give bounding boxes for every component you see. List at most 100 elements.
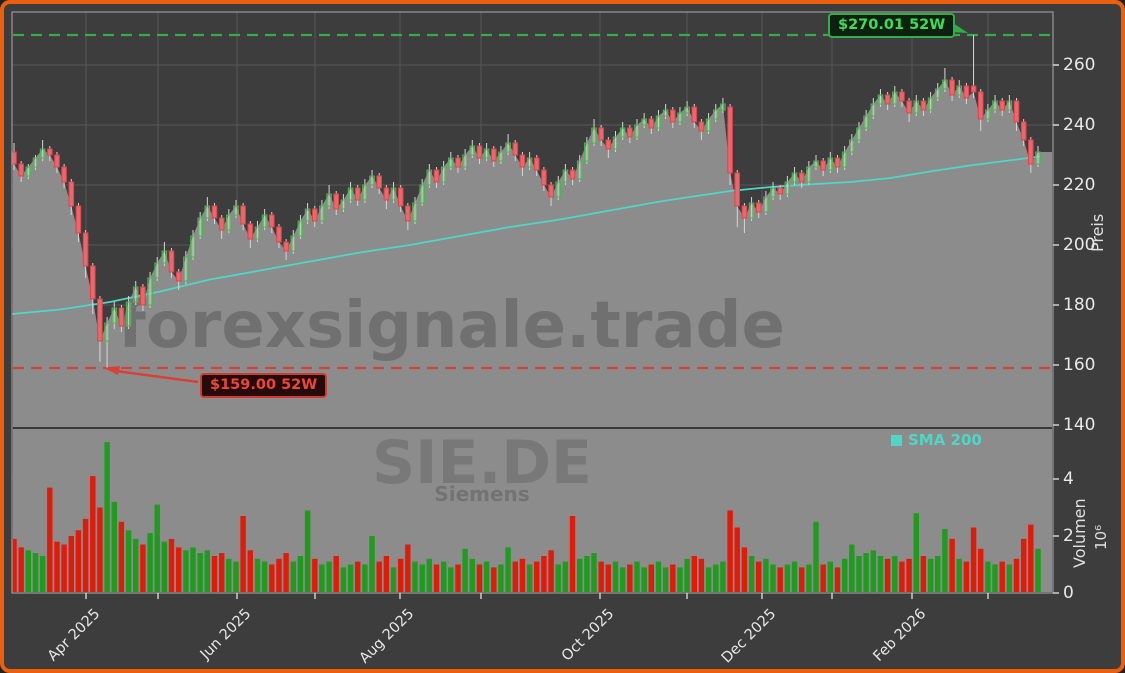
volume-bar-down xyxy=(970,527,977,592)
volume-bar-up xyxy=(1035,548,1041,592)
candle-up xyxy=(505,142,511,153)
candle-up xyxy=(784,181,791,195)
volume-bar-up xyxy=(226,558,232,592)
volume-bar-down xyxy=(283,553,289,592)
candle-up xyxy=(362,184,368,201)
volume-bar-up xyxy=(147,533,153,592)
volume-bar-up xyxy=(347,564,354,592)
candle-down xyxy=(598,127,605,141)
candle-down xyxy=(727,106,733,174)
volume-bar-down xyxy=(355,561,361,592)
volume-bar-up xyxy=(584,556,590,592)
volume-bar-up xyxy=(985,561,991,592)
volume-bar-down xyxy=(18,547,24,592)
volume-bar-down xyxy=(219,553,225,592)
volume-bar-down xyxy=(405,544,411,592)
candle-down xyxy=(899,91,905,102)
price-tick-label: 160 xyxy=(1063,355,1096,375)
volume-bar-down xyxy=(211,556,218,592)
low-arrow-head xyxy=(104,366,120,375)
candle-up xyxy=(412,202,418,222)
candle-up xyxy=(634,124,640,138)
volume-bar-down xyxy=(741,547,748,592)
price-tick-label: 220 xyxy=(1063,175,1096,195)
volume-bar-down xyxy=(777,567,783,592)
volume-bar-down xyxy=(548,550,554,593)
candle-up xyxy=(863,115,869,129)
volume-bar-down xyxy=(376,561,382,592)
volume-bar-up xyxy=(577,558,583,592)
candle-up xyxy=(985,109,991,120)
volume-bar-up xyxy=(183,550,189,593)
volume-bar-down xyxy=(433,564,440,592)
volume-bar-down xyxy=(176,547,182,592)
candle-down xyxy=(670,109,676,123)
high-52w-annotation: $270.01 52W xyxy=(828,13,956,38)
volume-bar-up xyxy=(620,567,626,592)
price-tick-label: 260 xyxy=(1063,55,1096,75)
volume-bar-down xyxy=(512,561,518,592)
candle-down xyxy=(247,223,254,240)
volume-bar-down xyxy=(627,564,633,592)
volume-bar-down xyxy=(11,538,17,592)
candle-down xyxy=(276,226,282,243)
candle-up xyxy=(562,169,569,183)
volume-bar-up xyxy=(634,561,640,592)
candle-up xyxy=(1035,151,1041,165)
candle-up xyxy=(469,145,476,156)
candle-up xyxy=(813,160,819,168)
candle-down xyxy=(312,208,318,222)
volume-bar-down xyxy=(670,564,676,592)
volume-bar-down xyxy=(168,538,175,592)
volume-bar-up xyxy=(763,558,769,592)
volume-bar-down xyxy=(75,530,82,592)
volume-bar-up xyxy=(713,564,719,592)
candle-up xyxy=(877,94,884,105)
candle-down xyxy=(383,187,390,201)
volume-bar-up xyxy=(426,558,432,592)
volume-bar-up xyxy=(892,556,898,592)
candle-up xyxy=(254,226,261,240)
volume-bar-down xyxy=(541,556,547,592)
volume-bar-down xyxy=(734,527,740,592)
candle-up xyxy=(619,127,626,138)
volume-bar-up xyxy=(483,561,490,592)
volume-bar-up xyxy=(655,561,662,592)
sma-200-line xyxy=(11,155,1041,315)
volume-bar-up xyxy=(419,564,425,592)
volume-bar-up xyxy=(856,556,862,592)
candle-up xyxy=(125,301,132,327)
candle-up xyxy=(526,157,533,168)
candle-down xyxy=(54,154,60,168)
sma-legend-swatch-icon xyxy=(891,434,902,446)
volume-bar-down xyxy=(90,476,96,592)
volume-bar-down xyxy=(140,544,146,592)
volume-bar-down xyxy=(820,564,826,592)
volume-bar-up xyxy=(720,561,726,592)
candle-down xyxy=(68,181,75,207)
volume-bar-up xyxy=(197,553,203,592)
volume-bar-down xyxy=(47,487,53,592)
volume-bar-down xyxy=(1021,538,1027,592)
candle-down xyxy=(433,169,440,183)
candle-down xyxy=(648,118,655,129)
volume-bar-up xyxy=(32,553,39,592)
candle-up xyxy=(927,97,934,111)
candle-down xyxy=(1020,121,1027,141)
volume-bar-up xyxy=(104,442,110,592)
candle-up xyxy=(934,88,941,99)
candle-up xyxy=(147,277,153,306)
volume-bar-up xyxy=(254,558,261,592)
volume-bar-up xyxy=(942,528,948,592)
candle-up xyxy=(261,214,268,228)
plot-border xyxy=(11,11,1054,594)
volume-bar-down xyxy=(978,548,984,592)
volume-bar-down xyxy=(834,567,841,592)
candle-down xyxy=(548,184,554,198)
volume-bar-up xyxy=(261,561,268,592)
volume-bar-up xyxy=(662,567,669,592)
candle-down xyxy=(605,139,612,150)
volume-bar-up xyxy=(842,558,848,592)
candle-up xyxy=(32,157,39,168)
candle-down xyxy=(627,127,633,138)
